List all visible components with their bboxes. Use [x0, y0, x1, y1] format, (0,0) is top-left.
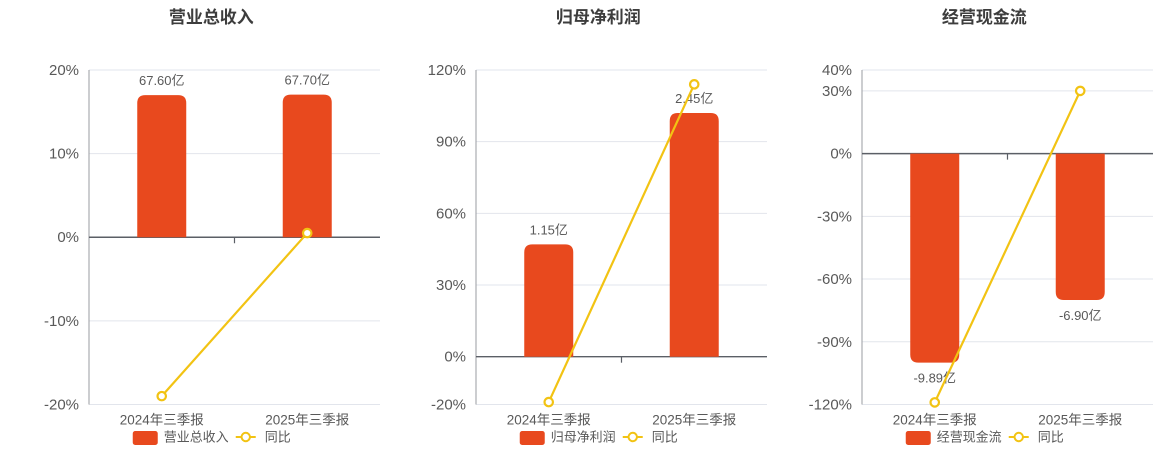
svg-text:20%: 20%	[49, 62, 79, 79]
svg-text:营业总收入: 营业总收入	[164, 429, 229, 444]
svg-text:60%: 60%	[436, 205, 466, 222]
svg-text:-120%: -120%	[809, 396, 852, 413]
svg-text:2024年三季报: 2024年三季报	[120, 412, 204, 427]
svg-text:67.60亿: 67.60亿	[139, 73, 184, 88]
svg-text:30%: 30%	[436, 277, 466, 294]
svg-text:-90%: -90%	[817, 334, 852, 351]
svg-text:120%: 120%	[427, 62, 465, 79]
svg-text:40%: 40%	[822, 62, 852, 79]
svg-text:30%: 30%	[822, 83, 852, 100]
svg-text:营业总收入: 营业总收入	[169, 8, 254, 27]
svg-text:-10%: -10%	[44, 313, 79, 330]
svg-text:经营现金流: 经营现金流	[942, 7, 1027, 27]
svg-text:67.70亿: 67.70亿	[284, 73, 329, 88]
svg-text:2.45亿: 2.45亿	[675, 91, 713, 106]
svg-text:2025年三季报: 2025年三季报	[265, 412, 349, 427]
svg-text:同比: 同比	[651, 429, 677, 444]
svg-text:2024年三季报: 2024年三季报	[506, 412, 590, 427]
svg-text:-60%: -60%	[817, 271, 852, 288]
svg-text:归母净利润: 归母净利润	[550, 429, 615, 444]
svg-text:-20%: -20%	[431, 396, 466, 413]
svg-text:0%: 0%	[57, 229, 79, 246]
svg-text:90%: 90%	[436, 134, 466, 151]
svg-text:2025年三季报: 2025年三季报	[1039, 412, 1123, 427]
svg-text:-6.90亿: -6.90亿	[1059, 308, 1102, 323]
svg-text:归母净利润: 归母净利润	[556, 7, 641, 27]
svg-text:2024年三季报: 2024年三季报	[893, 412, 977, 427]
svg-text:1.15亿: 1.15亿	[529, 222, 567, 237]
svg-text:经营现金流: 经营现金流	[937, 429, 1002, 444]
svg-text:2025年三季报: 2025年三季报	[652, 412, 736, 427]
svg-text:0%: 0%	[831, 146, 853, 163]
svg-text:同比: 同比	[1038, 429, 1064, 444]
svg-text:0%: 0%	[444, 349, 466, 366]
svg-text:同比: 同比	[265, 429, 291, 444]
svg-text:-30%: -30%	[817, 208, 852, 225]
svg-text:10%: 10%	[49, 146, 79, 163]
svg-text:-20%: -20%	[44, 396, 79, 413]
